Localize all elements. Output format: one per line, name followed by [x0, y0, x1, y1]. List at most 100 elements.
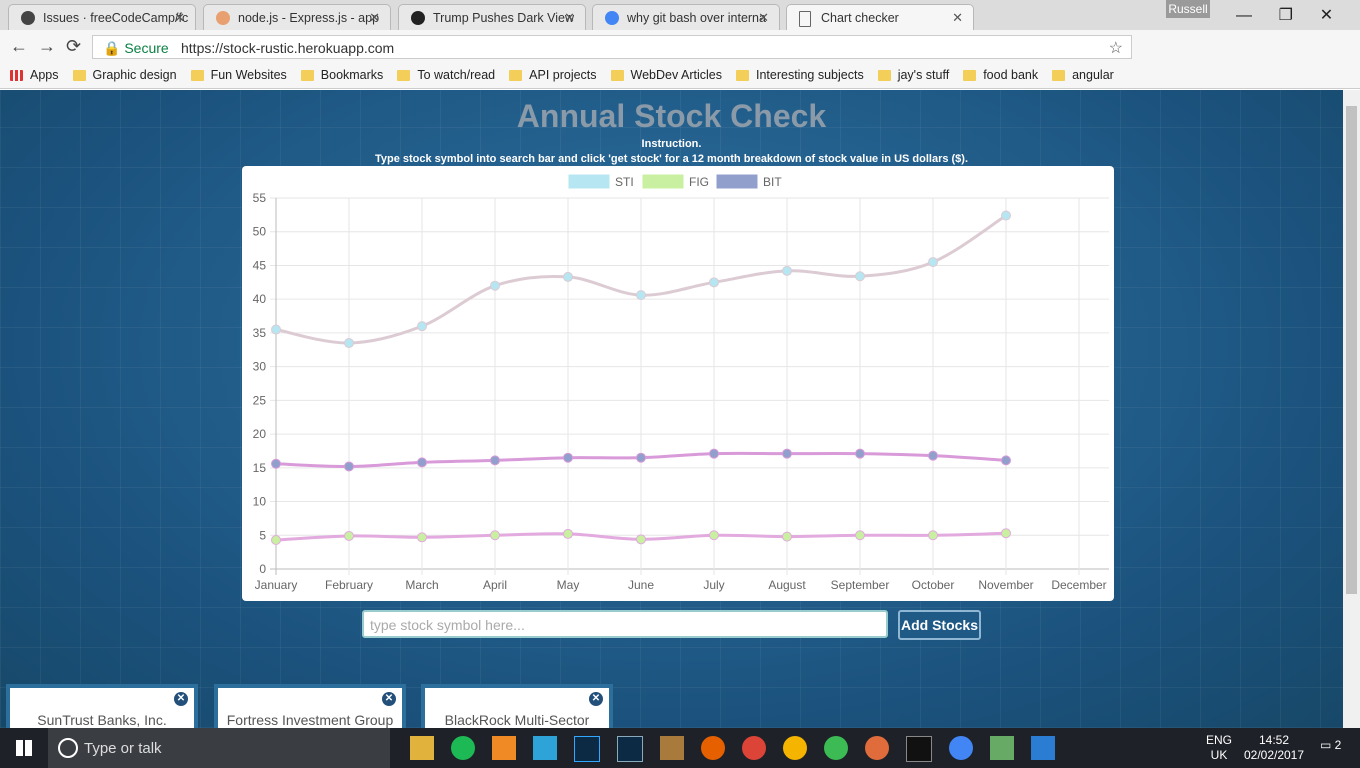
clock[interactable]: 14:52 02/02/2017	[1240, 733, 1308, 763]
bookmark-label: Graphic design	[92, 68, 177, 82]
data-point	[1001, 210, 1011, 221]
web-page: Annual Stock Check Instruction. Type sto…	[0, 90, 1343, 728]
bookmark[interactable]: WebDev Articles	[610, 68, 722, 82]
tab[interactable]: Trump Pushes Dark View ✕	[398, 4, 586, 30]
y-tick-label: 25	[253, 393, 267, 407]
app-icons[interactable]	[410, 736, 1055, 762]
bookmark[interactable]: Bookmarks	[300, 68, 384, 82]
data-point	[490, 455, 500, 466]
x-tick-label: December	[1051, 578, 1106, 592]
x-tick-label: July	[703, 578, 724, 592]
address-bar[interactable]: 🔒 Secure https://stock-rustic.herokuapp.…	[92, 35, 1132, 59]
remove-button[interactable]: ✕	[174, 692, 188, 706]
stock-name: Fortress Investment Group	[226, 712, 394, 728]
y-tick-label: 40	[253, 292, 267, 306]
data-point	[782, 531, 792, 542]
bookmark[interactable]: angular	[1052, 68, 1114, 82]
legend-swatch	[568, 174, 610, 189]
tab-title: why git bash over interna	[627, 11, 766, 25]
data-point	[1001, 455, 1011, 466]
bookmark-label: jay's stuff	[897, 68, 950, 82]
secure-text: Secure	[124, 40, 169, 56]
bookmark[interactable]: Interesting subjects	[736, 68, 864, 82]
y-tick-label: 30	[253, 360, 267, 374]
legend-label: STI	[615, 175, 634, 189]
data-point	[490, 280, 500, 291]
x-tick-label: April	[483, 578, 507, 592]
language-code: ENG	[1206, 733, 1233, 747]
tab[interactable]: Chart checker ✕	[786, 4, 974, 30]
x-tick-label: February	[325, 578, 373, 592]
tab-title: node.js - Express.js - app	[238, 11, 380, 25]
tab[interactable]: node.js - Express.js - app ✕	[203, 4, 391, 30]
y-tick-label: 0	[259, 562, 266, 576]
stock-name: SunTrust Banks, Inc.	[37, 712, 167, 728]
data-point	[636, 290, 646, 301]
stock-card: ✕ Fortress Investment Group	[214, 684, 406, 728]
bookmark[interactable]: food bank	[963, 68, 1038, 82]
data-point	[417, 457, 427, 468]
language[interactable]: ENG UK	[1206, 733, 1232, 763]
bookmark[interactable]: jay's stuff	[877, 68, 950, 82]
bookmark-label: WebDev Articles	[630, 68, 722, 82]
bookmark-label: Fun Websites	[210, 68, 287, 82]
data-point	[271, 324, 281, 335]
y-tick-label: 5	[259, 528, 266, 542]
x-tick-label: May	[557, 578, 580, 592]
data-point	[563, 271, 573, 282]
data-point	[636, 534, 646, 545]
y-tick-label: 50	[253, 225, 267, 239]
data-point	[271, 458, 281, 469]
x-tick-label: August	[768, 578, 806, 592]
y-tick-label: 15	[253, 461, 267, 475]
scroll-thumb[interactable]	[1346, 106, 1357, 594]
tab[interactable]: why git bash over interna ✕	[592, 4, 780, 30]
window-controls[interactable]: — ❐ ✕	[1236, 7, 1334, 24]
region-code: UK	[1210, 748, 1228, 762]
remove-button[interactable]: ✕	[382, 692, 396, 706]
bookmark[interactable]: Apps	[10, 68, 59, 82]
x-tick-label: October	[912, 578, 955, 592]
tab[interactable]: Issues · freeCodeCamp/fc ✕	[8, 4, 196, 30]
bookmark[interactable]: Graphic design	[72, 68, 177, 82]
remove-button[interactable]: ✕	[589, 692, 603, 706]
date: 02/02/2017	[1243, 748, 1305, 762]
data-point	[417, 321, 427, 332]
instruction-heading: Instruction.	[641, 138, 702, 150]
x-tick-label: March	[405, 578, 438, 592]
start-button[interactable]	[16, 740, 32, 756]
data-point	[855, 448, 865, 459]
data-point	[563, 452, 573, 463]
data-point	[271, 534, 281, 545]
bookmark[interactable]: Fun Websites	[190, 68, 287, 82]
bookmark[interactable]: API projects	[509, 68, 597, 82]
bookmark-label: food bank	[983, 68, 1039, 82]
bookmark-label: Bookmarks	[320, 68, 384, 82]
data-point	[709, 277, 719, 288]
bookmark[interactable]: To watch/read	[397, 68, 495, 82]
chart: 0 5 10 15 20 25 30 35 40 45 50 55 January February Mar…	[253, 174, 1109, 592]
bookmark-label: API projects	[529, 68, 597, 82]
y-tick-label: 35	[253, 326, 267, 340]
notifications[interactable]: ▭ 2	[1320, 738, 1342, 752]
data-point	[417, 532, 427, 543]
chart-card: 0 5 10 15 20 25 30 35 40 45 50 55 January February Mar…	[242, 166, 1114, 601]
stock-name: BlackRock Multi-Sector	[444, 712, 590, 728]
bookmark-label: angular	[1072, 68, 1114, 82]
data-point	[782, 448, 792, 459]
tab-title: Issues · freeCodeCamp/fc	[43, 11, 189, 25]
profile[interactable]: Russell	[1166, 0, 1210, 18]
legend-swatch	[642, 174, 684, 189]
tab-title: Trump Pushes Dark View	[433, 11, 575, 25]
time: 14:52	[1258, 733, 1290, 747]
x-tick-label: June	[628, 578, 654, 592]
nav-buttons[interactable]: ← → ⟳	[10, 36, 82, 56]
search-box[interactable]: Type or talk	[48, 728, 390, 768]
data-point	[782, 265, 792, 276]
bookmark-label: Interesting subjects	[756, 68, 864, 82]
search-input[interactable]: type stock symbol here...	[362, 610, 888, 638]
y-tick-label: 20	[253, 427, 267, 441]
add-button[interactable]: Add Stocks	[898, 610, 981, 640]
x-tick-label: January	[255, 578, 298, 592]
